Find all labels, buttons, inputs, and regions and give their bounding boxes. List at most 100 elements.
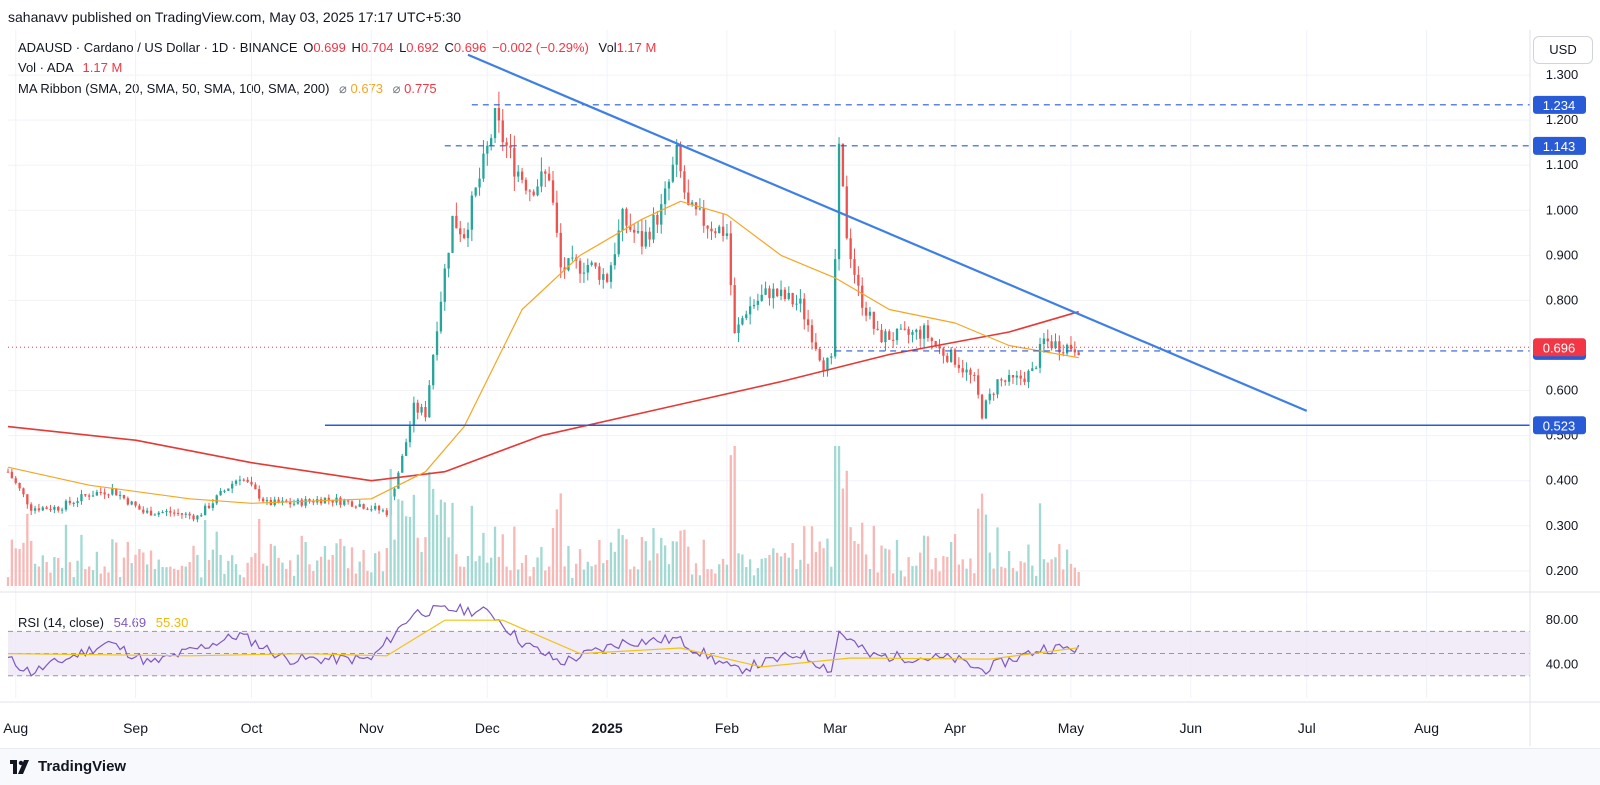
candle-body: [810, 325, 814, 343]
candle-body: [192, 515, 195, 520]
volume-bar: [837, 446, 841, 586]
candle-body: [207, 505, 211, 508]
candle-body: [339, 497, 342, 505]
volume-bar: [1065, 549, 1069, 586]
volume-bar: [1019, 561, 1022, 586]
candle-body: [505, 142, 508, 146]
candle-body: [899, 328, 903, 330]
volume-bar: [300, 535, 303, 586]
time-tick-label: Aug: [1414, 720, 1439, 736]
volume-bar: [899, 570, 903, 586]
volume-bar: [984, 514, 988, 586]
candle-body: [648, 231, 651, 240]
candle-body: [814, 342, 818, 349]
candle-body: [853, 259, 856, 275]
candle-body: [331, 499, 334, 503]
candle-body: [818, 348, 821, 361]
candle-body: [350, 501, 354, 507]
candle-body: [590, 262, 593, 265]
candle-body: [1015, 375, 1018, 378]
candle-body: [180, 513, 184, 515]
rsi-tick-label: 80.00: [1546, 612, 1579, 627]
tradingview-logo[interactable]: TradingView: [10, 758, 126, 775]
time-tick-label: May: [1058, 720, 1084, 736]
candle-body: [803, 298, 806, 320]
volume-bar: [296, 554, 300, 586]
open-value: 0.699: [313, 40, 346, 55]
volume-bar: [76, 560, 79, 586]
candle-body: [559, 232, 562, 268]
candle-body: [404, 442, 408, 456]
trendline: [467, 53, 1308, 412]
volume-bar: [849, 527, 852, 586]
volume-bar: [505, 566, 508, 586]
volume-bar: [1058, 544, 1061, 586]
candle-body: [965, 369, 968, 373]
time-axis: Aug Sep Oct Nov Dec 2025 Feb Mar Apr May Jun Jul Aug: [3, 720, 1439, 736]
volume-bar: [822, 548, 825, 586]
volume-bar: [656, 553, 659, 586]
volume-bar: [895, 540, 899, 586]
volume-bar: [779, 556, 783, 586]
volume-bar: [327, 559, 330, 586]
candle-body: [466, 229, 470, 239]
candle-body: [393, 488, 396, 497]
candle-body: [470, 195, 473, 230]
volume-bar: [524, 555, 528, 586]
volume-bar: [547, 566, 551, 586]
volume-bar: [10, 539, 14, 586]
candle-body: [741, 318, 744, 325]
candle-body: [289, 502, 292, 505]
volume-bar: [68, 562, 72, 586]
volume-bar: [385, 548, 388, 586]
volume-bar: [559, 493, 562, 586]
volume-bar: [671, 541, 674, 586]
volume-bar: [60, 567, 64, 586]
candle-body: [884, 331, 887, 343]
currency-button[interactable]: USD: [1533, 36, 1593, 64]
rsi-line: [7, 602, 1080, 677]
volume-bar: [343, 546, 346, 586]
volume-bar: [988, 552, 991, 586]
volume-bar: [207, 559, 211, 586]
volume-bar: [223, 573, 226, 586]
volume-bar: [346, 568, 350, 586]
candle-body: [211, 503, 215, 508]
price-tick-label: 1.100: [1546, 157, 1579, 172]
volume-bar: [219, 554, 222, 586]
volume-bar: [49, 572, 52, 586]
candle-body: [903, 328, 906, 330]
candle-body: [157, 512, 160, 515]
rsi-label[interactable]: RSI (14, close): [18, 615, 104, 630]
volume-indicator-label[interactable]: Vol · ADA: [18, 60, 73, 75]
candle-body: [513, 147, 516, 177]
volume-bar: [861, 522, 864, 586]
volume-bar: [702, 539, 705, 586]
volume-bar: [586, 561, 589, 586]
candle-body: [714, 231, 717, 234]
volume-bar: [478, 555, 481, 586]
volume-bar: [741, 554, 744, 586]
volume-bar: [1015, 571, 1018, 586]
volume-bar: [149, 550, 153, 586]
volume-bar: [864, 554, 868, 586]
candle-body: [1042, 338, 1046, 345]
volume-bar: [292, 575, 296, 586]
volume-bar: [331, 554, 334, 586]
candle-body: [718, 226, 721, 234]
candle-body: [752, 304, 756, 307]
price-axis: 1.3001.2001.1001.0000.9000.8000.6000.500…: [1529, 30, 1586, 746]
volume-bar: [111, 539, 114, 586]
candle-body: [134, 501, 137, 506]
candle-body: [443, 268, 446, 302]
volume-bar: [493, 526, 497, 586]
volume-value: 1.17 M: [616, 40, 657, 55]
volume-bar: [718, 564, 721, 586]
candle-body: [122, 495, 126, 499]
candle-body: [961, 368, 964, 373]
volume-bar: [350, 547, 354, 586]
candle-body: [787, 292, 790, 299]
time-tick-label: Feb: [715, 720, 739, 736]
symbol-title[interactable]: ADAUSD · Cardano / US Dollar · 1D · BINA…: [18, 40, 298, 55]
